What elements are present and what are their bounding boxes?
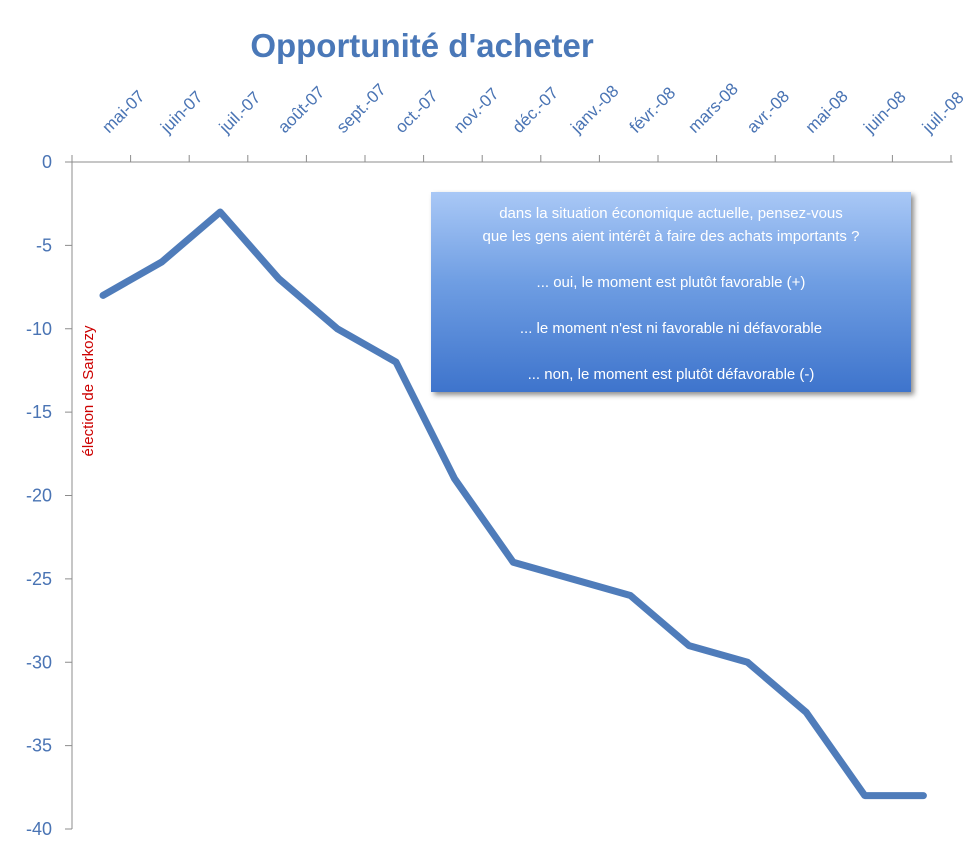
y-tick-label: -15: [26, 402, 52, 422]
legend-option-negative: ... non, le moment est plutôt défavorabl…: [527, 366, 815, 383]
x-tick-label: juil.-08: [918, 88, 968, 138]
y-tick-label: -40: [26, 819, 52, 839]
y-axis: 0 -5 -10 -15 -20 -25 -30 -35 -40: [26, 152, 73, 839]
legend-option-neutral: ... le moment n'est ni favorable ni défa…: [519, 320, 823, 337]
y-tick-label: -10: [26, 319, 52, 339]
x-tick-label: janv.-08: [566, 82, 622, 138]
x-tick-label: sept.-07: [333, 80, 390, 137]
y-tick-label: -25: [26, 569, 52, 589]
x-tick-label: déc.-07: [509, 83, 563, 137]
x-tick-label: nov.-07: [450, 84, 503, 137]
series-layer: [99, 208, 927, 800]
legend-box: dans la situation économique actuelle, p…: [431, 192, 911, 392]
chart-title: Opportunité d'acheter: [250, 27, 594, 64]
y-tick-label: -30: [26, 652, 52, 672]
legend-question-line-2: que les gens aient intérêt à faire des a…: [482, 228, 860, 245]
y-tick-label: -20: [26, 486, 52, 506]
x-tick-label: oct.-07: [391, 87, 441, 137]
x-tick-label: mai-07: [98, 87, 148, 137]
y-tick-label: -5: [36, 235, 52, 255]
legend-question-line-1: dans la situation économique actuelle, p…: [499, 205, 843, 222]
y-tick-label: -35: [26, 736, 52, 756]
x-tick-label: mars-08: [684, 79, 742, 137]
x-tick-label: févr.-08: [626, 83, 680, 137]
x-axis: mai-07 juin-07 juil.-07 août-07 sept.-07 oct.…: [71, 79, 968, 163]
x-tick-label: avr.-08: [743, 87, 793, 137]
election-annotation: élection de Sarkozy: [80, 325, 97, 456]
x-tick-label: juin-07: [156, 87, 206, 137]
legend-option-positive: ... oui, le moment est plutôt favorable …: [536, 274, 806, 291]
x-tick-label: août-07: [274, 83, 328, 137]
y-tick-label: 0: [42, 152, 52, 172]
x-tick-label: juil.-07: [215, 88, 265, 138]
x-tick-label: mai-08: [802, 87, 852, 137]
x-tick-label: juin-08: [859, 87, 909, 137]
